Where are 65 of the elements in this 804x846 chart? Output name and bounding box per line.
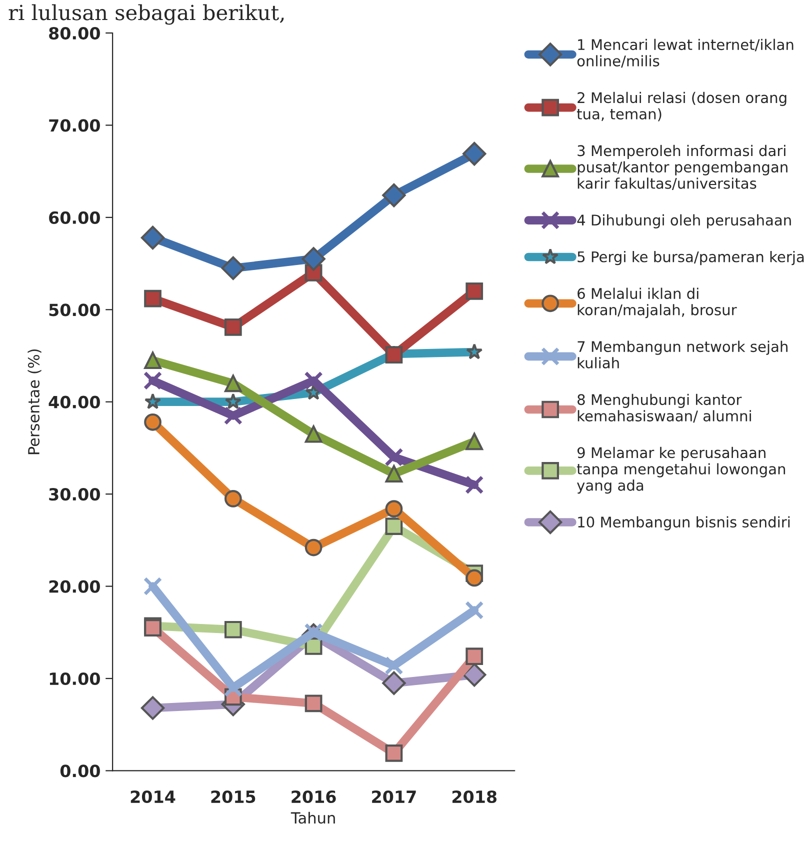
point (462, 142, 486, 166)
point (385, 744, 403, 762)
point (385, 518, 403, 536)
point (140, 226, 165, 250)
point (382, 671, 406, 695)
point (304, 694, 322, 712)
point (385, 500, 403, 518)
point (144, 290, 162, 308)
text: ri lulusan sebagai berikut, (8, 4, 284, 25)
point (224, 374, 242, 392)
y-tick-label: 70.00 (49, 119, 100, 132)
point (385, 465, 403, 482)
point (304, 371, 323, 390)
y-tick-label: 60.00 (49, 211, 100, 224)
x-tick-label: 2015 (211, 790, 256, 804)
point (384, 656, 404, 675)
legend-label: 2 Melalui relasi (dosen orang tua, teman) (576, 92, 786, 122)
point (221, 256, 246, 280)
point (382, 183, 406, 208)
point (464, 600, 484, 620)
point (140, 696, 165, 720)
y-tick-label: 40.00 (48, 396, 100, 408)
legend-label: 7 Membangun network sejah kuliah (578, 340, 788, 368)
point (143, 576, 162, 596)
x-tick-label: 2014 (130, 790, 176, 804)
y-tick-label: 0.00 (60, 764, 100, 778)
point (302, 247, 326, 271)
point (466, 569, 484, 587)
point (464, 475, 484, 494)
legend-label: 5 Pergi ke bursa/pameran kerja (578, 251, 804, 266)
point (144, 393, 162, 410)
point (466, 648, 484, 666)
y-tick-label: 50.00 (49, 304, 100, 316)
point (224, 620, 242, 638)
point (304, 425, 322, 443)
legend-label: 4 Dihubungi oleh perusahaan (577, 214, 791, 228)
x-tick-label: 2017 (372, 790, 416, 804)
point (466, 282, 484, 300)
x-axis-title: Tahun (290, 812, 335, 824)
y-tick-label: 20.00 (49, 580, 100, 593)
y-tick-label: 80.00 (49, 26, 100, 40)
point (224, 318, 242, 336)
point (384, 448, 404, 467)
y-tick-label: 10.00 (50, 672, 100, 686)
point (144, 352, 162, 370)
point (224, 393, 242, 410)
point (143, 371, 162, 390)
legend-label: 6 Melalui iklan di koran/majalah, brosur (578, 288, 737, 318)
legend-label: 3 Memperoleh informasi dari pusat/kantor pengembangan karir fakultas/universitas (578, 144, 788, 190)
point (385, 346, 403, 364)
legend-label: 9 Melamar ke perusahaan tanpa mengetahui lowongan yang ada (576, 446, 786, 494)
point (466, 343, 483, 360)
legend-label: 1 Mencari lewat internet/iklan online/milis (577, 38, 794, 68)
legend-label: 8 Menghubungi kantor kemahasiswaan/ alumni (578, 394, 751, 423)
legend-label: 10 Membangun bisnis sendiri (578, 516, 790, 530)
point (304, 538, 322, 556)
point (224, 406, 243, 426)
point (224, 490, 242, 508)
y-tick-label: 30.00 (49, 488, 100, 501)
point (304, 623, 323, 642)
point (466, 432, 484, 450)
x-tick-label: 2016 (292, 790, 336, 804)
y-axis-title: Persentae (%) (28, 349, 42, 454)
point (144, 413, 162, 431)
x-tick-label: 2018 (452, 790, 497, 804)
